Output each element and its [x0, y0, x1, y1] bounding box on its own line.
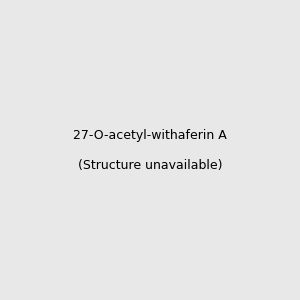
- Text: 27-O-acetyl-withaferin A

(Structure unavailable): 27-O-acetyl-withaferin A (Structure unav…: [73, 128, 227, 172]
